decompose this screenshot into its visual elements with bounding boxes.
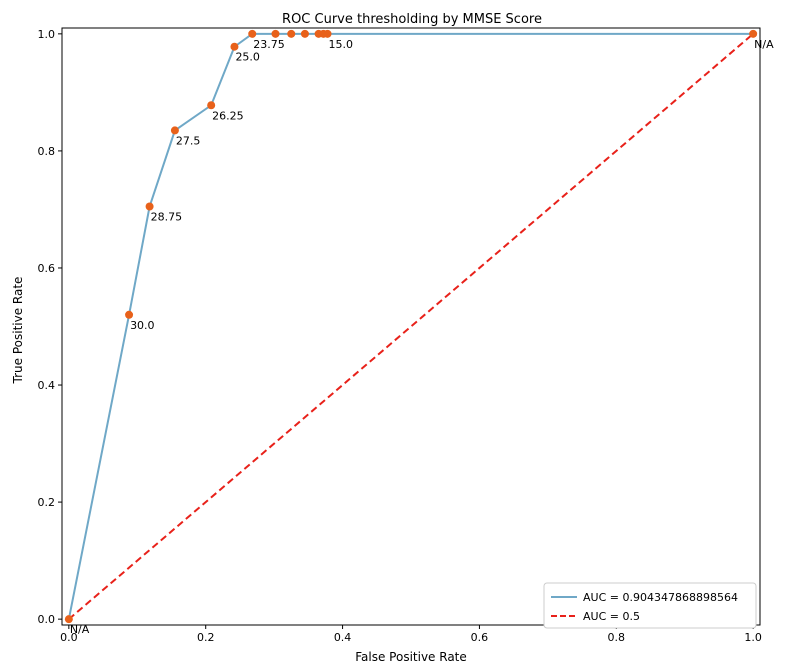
- point-label: 30.0: [130, 319, 155, 332]
- data-point: [323, 29, 332, 38]
- point-label: 15.0: [329, 38, 354, 51]
- plot-frame: [61, 27, 761, 626]
- data-point: [287, 29, 296, 38]
- data-point: [170, 126, 179, 135]
- point-label: 26.25: [212, 109, 244, 122]
- y-tick-label: 0.2: [38, 496, 56, 509]
- point-label: 27.5: [176, 134, 201, 147]
- data-point: [271, 29, 280, 38]
- point-label: 28.75: [151, 211, 183, 224]
- point-label: 25.0: [235, 51, 260, 64]
- series-line-1: [68, 33, 754, 620]
- x-tick-label: 0.4: [334, 631, 352, 644]
- series-layer: [67, 32, 754, 620]
- marker-layer: [64, 29, 758, 624]
- y-tick-label: 0.4: [38, 379, 56, 392]
- y-tick-label: 1.0: [38, 28, 56, 41]
- data-point: [300, 29, 309, 38]
- legend-label-auc-model: AUC = 0.904347868898564: [583, 591, 738, 604]
- x-tick-label: 0.2: [197, 631, 215, 644]
- data-point: [145, 202, 154, 211]
- data-point: [248, 29, 257, 38]
- chart-title: ROC Curve thresholding by MMSE Score: [282, 12, 542, 27]
- point-label: 23.75: [253, 38, 284, 51]
- y-tick-label: 0.6: [38, 262, 56, 275]
- point-label: N/A: [754, 38, 774, 51]
- x-tick-label: 0.6: [471, 631, 489, 644]
- x-tick-label: 0.0: [60, 631, 78, 644]
- annotation-layer: N/A 30.0 28.75 27.5 26.25 25.023.75 15.0 N/A: [70, 38, 774, 636]
- legend-box: [543, 582, 757, 629]
- y-axis-label: True Positive Rate: [11, 277, 25, 385]
- y-tick-label: 0.8: [38, 145, 56, 158]
- y-axis-ticks: 0.0 0.2 0.4 0.6 0.8 1.0: [38, 28, 62, 626]
- data-point: [64, 615, 73, 624]
- data-point: [207, 101, 216, 110]
- data-point: [230, 42, 239, 51]
- data-point: [749, 29, 758, 38]
- legend: AUC = 0.904347868898564 AUC = 0.5: [543, 582, 757, 629]
- x-axis-label: False Positive Rate: [355, 650, 467, 664]
- y-tick-label: 0.0: [38, 613, 56, 626]
- data-point: [125, 310, 134, 319]
- x-axis-ticks: 0.0 0.2 0.4 0.6 0.8 1.0: [60, 625, 762, 644]
- x-tick-label: 1.0: [744, 631, 762, 644]
- legend-label-auc-random: AUC = 0.5: [583, 610, 640, 623]
- point-label: N/A: [70, 623, 90, 636]
- x-tick-label: 0.8: [608, 631, 626, 644]
